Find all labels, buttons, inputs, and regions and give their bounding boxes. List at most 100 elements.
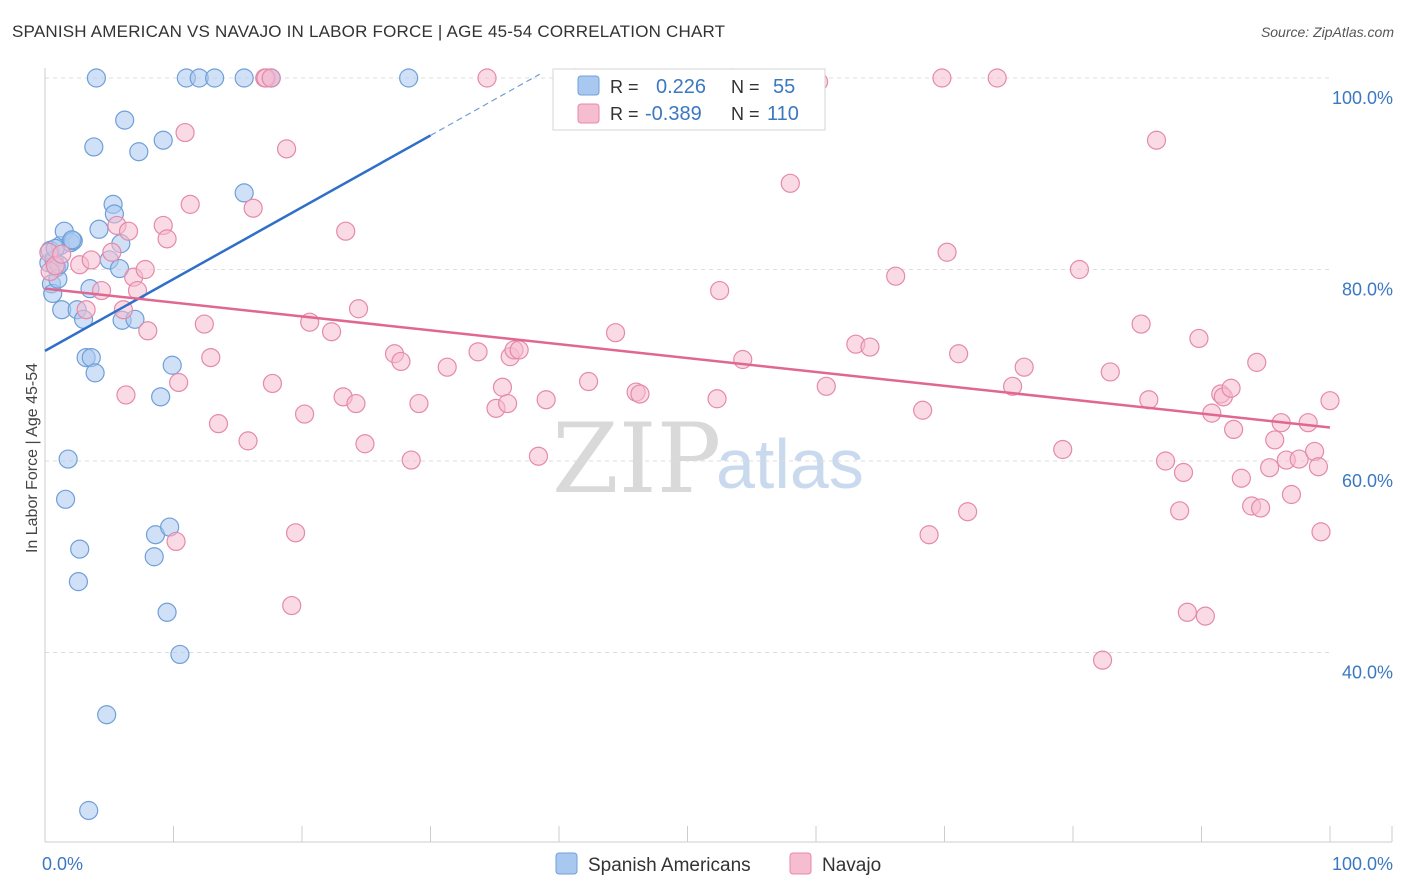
point-navajo	[437, 357, 457, 377]
point-navajo	[81, 250, 101, 270]
point-navajo	[492, 377, 513, 397]
point-navajo	[1003, 376, 1023, 396]
point-navajo	[605, 323, 626, 343]
point-navajo	[1231, 468, 1251, 488]
point-navajo	[1014, 357, 1034, 377]
point-spanish-american	[70, 539, 90, 559]
point-navajo	[913, 400, 933, 420]
point-navajo	[262, 373, 283, 394]
point-navajo	[1308, 457, 1329, 477]
point-spanish-american	[55, 489, 76, 509]
point-navajo	[102, 242, 122, 262]
point-navajo	[630, 384, 650, 404]
trend-line-navajo	[44, 287, 1331, 429]
point-navajo	[860, 337, 880, 357]
point-navajo	[1173, 462, 1194, 483]
legend-swatch-pink	[577, 103, 600, 124]
point-navajo	[409, 393, 429, 414]
point-navajo	[1298, 413, 1318, 433]
point-navajo	[1289, 449, 1309, 469]
point-spanish-american	[79, 800, 99, 821]
point-navajo	[116, 385, 136, 405]
point-spanish-american	[234, 183, 254, 203]
point-navajo	[194, 314, 214, 334]
trend-line-spanish-americans-extension	[430, 73, 541, 136]
watermark-zip: ZIP	[552, 403, 721, 515]
point-navajo	[498, 393, 518, 414]
chart-title: SPANISH AMERICAN VS NAVAJO IN LABOR FORC…	[12, 22, 726, 41]
point-navajo	[468, 342, 488, 362]
point-navajo	[1131, 314, 1151, 334]
point-spanish-american	[153, 130, 173, 150]
point-navajo	[285, 523, 306, 543]
x-tick-labels: 0.0% 100.0%	[42, 854, 1393, 874]
point-spanish-american	[85, 363, 105, 383]
axes	[44, 68, 1393, 843]
series-navajo	[39, 68, 1340, 670]
y-tick-label: 40.0%	[1342, 663, 1393, 683]
legend-n-value-pink: 110	[767, 103, 799, 125]
point-navajo	[1260, 458, 1280, 478]
point-navajo	[401, 450, 421, 470]
point-navajo	[1311, 522, 1331, 542]
point-navajo	[169, 372, 189, 393]
x-tick-label: 0.0%	[42, 854, 83, 874]
point-navajo	[282, 595, 302, 616]
point-spanish-american	[151, 387, 171, 407]
legend-swatch-blue	[577, 75, 600, 96]
point-navajo	[157, 229, 177, 249]
point-spanish-american	[58, 449, 78, 469]
point-navajo	[710, 280, 730, 301]
point-navajo	[1247, 352, 1267, 372]
point-navajo	[1100, 362, 1120, 382]
point-navajo	[175, 122, 195, 143]
point-navajo	[91, 280, 112, 301]
point-navajo	[138, 321, 158, 341]
point-navajo	[166, 531, 186, 552]
point-navajo	[1146, 130, 1167, 150]
point-navajo	[1170, 501, 1190, 521]
y-tick-labels: 40.0% 60.0% 80.0% 100.0%	[1332, 88, 1393, 683]
point-navajo	[707, 389, 727, 409]
point-navajo	[135, 259, 155, 280]
point-spanish-american	[89, 219, 109, 239]
trend-line-spanish-americans	[44, 134, 432, 352]
zipatlas-watermark: ZIP atlas	[552, 403, 864, 515]
legend-r-label-pink: R =	[610, 104, 639, 124]
point-navajo	[509, 340, 529, 360]
point-navajo	[937, 242, 957, 262]
legend-n-label-pink: N =	[731, 104, 760, 124]
point-navajo	[958, 502, 978, 522]
point-navajo	[886, 266, 906, 286]
grid-lines	[45, 77, 1330, 653]
point-navajo	[919, 525, 939, 545]
point-spanish-american	[86, 68, 107, 88]
point-spanish-american	[62, 230, 82, 250]
trend-lines	[44, 73, 1331, 429]
point-navajo	[201, 347, 221, 368]
point-spanish-american	[68, 572, 89, 592]
point-navajo	[180, 194, 200, 214]
point-navajo	[76, 300, 96, 320]
point-navajo	[780, 173, 800, 193]
point-spanish-american	[97, 705, 117, 725]
point-navajo	[477, 68, 497, 88]
legend-n-label-blue: N =	[731, 77, 760, 97]
legend-r-value-blue: 0.226	[656, 76, 706, 98]
point-navajo	[578, 371, 599, 392]
legend-r-value-pink: -0.389	[645, 103, 702, 125]
point-navajo	[1092, 650, 1113, 670]
point-navajo	[336, 221, 356, 241]
x-tick-label: 100.0%	[1332, 854, 1393, 874]
series-legend-swatch-blue	[555, 852, 578, 875]
y-tick-label: 60.0%	[1342, 471, 1393, 491]
point-navajo	[294, 404, 315, 424]
series-legend: Spanish Americans Navajo	[555, 852, 881, 876]
point-navajo	[949, 344, 969, 364]
legend-r-label-blue: R =	[610, 77, 639, 97]
chart-source: Source: ZipAtlas.com	[1260, 24, 1394, 40]
point-navajo	[276, 139, 297, 159]
point-navajo	[321, 322, 342, 342]
point-navajo	[1221, 378, 1241, 398]
point-spanish-american	[170, 644, 190, 665]
